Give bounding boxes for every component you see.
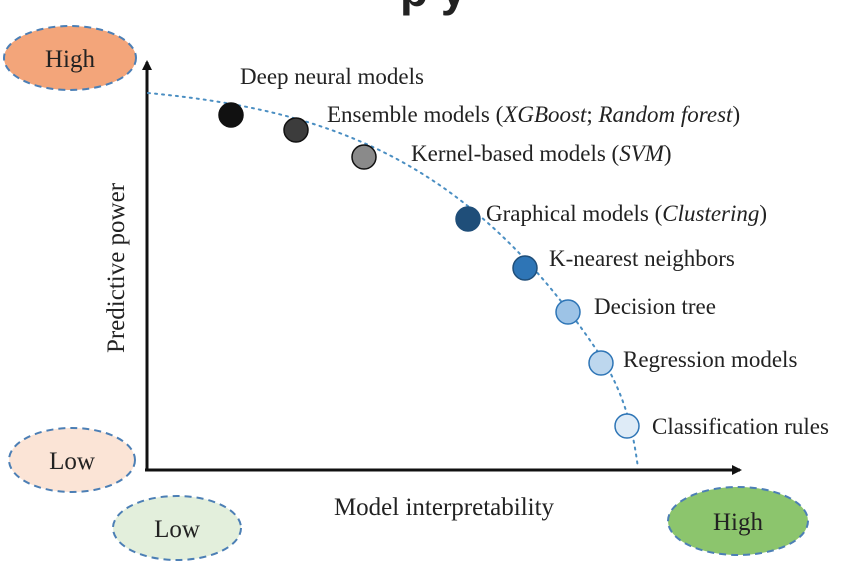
x-low-badge: Low: [112, 495, 242, 561]
x-low-ellipse: [112, 495, 242, 561]
x-axis-label: Model interpretability: [334, 494, 555, 521]
model-dot: [283, 117, 309, 143]
model-label: K-nearest neighbors: [549, 246, 735, 271]
model-label: Regression models: [623, 347, 797, 372]
model-deep-neural: Deep neural models: [218, 64, 424, 128]
y-high-ellipse: [3, 25, 137, 91]
model-label: Deep neural models: [240, 64, 424, 89]
model-label: Kernel-based models (SVM): [411, 141, 672, 166]
model-dot: [455, 206, 481, 232]
y-axis-label: Predictive power: [103, 182, 130, 353]
model-dot: [351, 144, 377, 170]
model-dot: [588, 350, 614, 376]
model-classification-rules: Classification rules: [614, 413, 829, 439]
model-dot: [218, 102, 244, 128]
model-dot: [555, 299, 581, 325]
y-low-label: Low: [49, 448, 95, 475]
model-decision-tree: Decision tree: [555, 294, 716, 325]
model-graphical: Graphical models (Clustering): [455, 201, 767, 232]
model-dot: [512, 255, 538, 281]
x-low-label: Low: [154, 516, 200, 543]
model-label: Ensemble models (XGBoost; Random forest): [327, 102, 740, 127]
model-dot: [614, 413, 640, 439]
model-ensemble: Ensemble models (XGBoost; Random forest): [283, 102, 740, 143]
x-high-ellipse: [667, 486, 809, 556]
title-fragment: p y: [400, 0, 467, 16]
model-kernel: Kernel-based models (SVM): [351, 141, 672, 170]
model-label: Graphical models (Clustering): [486, 201, 767, 226]
model-label: Classification rules: [652, 414, 829, 439]
x-high-label: High: [713, 509, 764, 536]
y-low-ellipse: [8, 427, 136, 493]
model-label: Decision tree: [594, 294, 716, 319]
y-high-label: High: [45, 46, 96, 73]
model-knn: K-nearest neighbors: [512, 246, 735, 281]
model-regression: Regression models: [588, 347, 797, 376]
x-high-badge: High: [667, 486, 809, 556]
y-high-badge: High: [3, 25, 137, 91]
y-low-badge: Low: [8, 427, 136, 493]
